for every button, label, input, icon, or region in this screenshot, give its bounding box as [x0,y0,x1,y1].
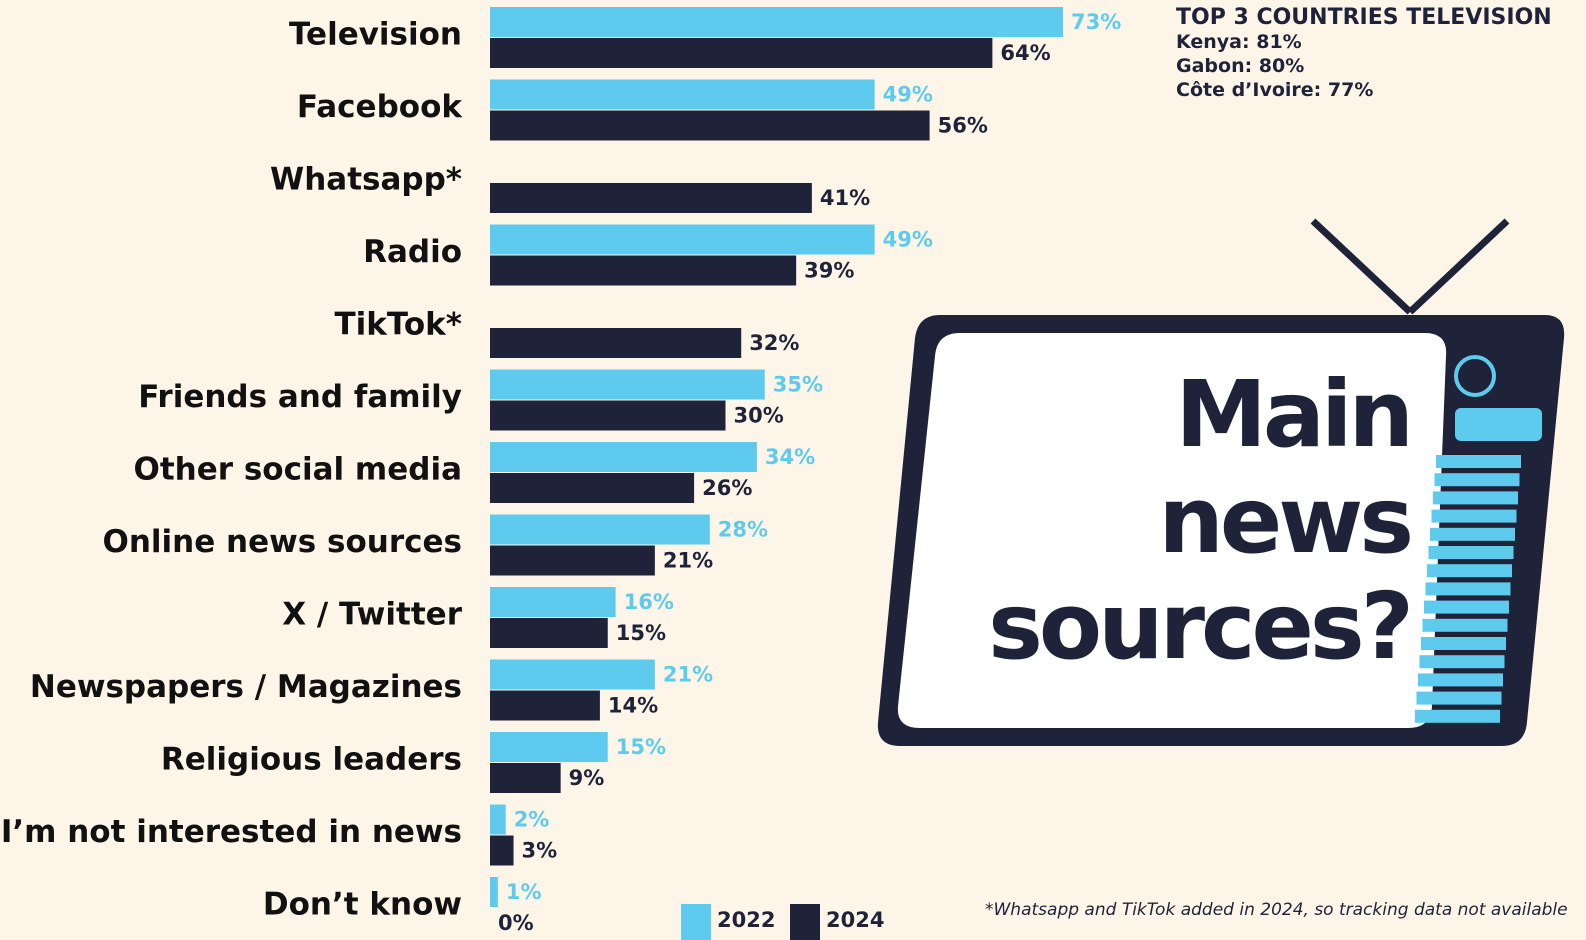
annotation-box: TOP 3 COUNTRIES TELEVISION Kenya: 81% Gabo… [1176,6,1552,102]
bar [490,79,875,110]
category-label: Other social media [134,452,463,488]
value-label: 21% [663,549,713,573]
bar [490,659,655,690]
value-label: 9% [569,766,605,790]
footnote: *Whatsapp and TikTok added in 2024, so t… [985,900,1568,920]
value-label: 3% [522,839,558,863]
bar [490,545,655,576]
value-label: 16% [624,590,674,614]
value-label: 41% [820,186,870,210]
tv-stripe [1415,709,1500,723]
value-label: 49% [883,228,933,252]
legend-swatch [790,904,820,940]
tv-stripe [1431,509,1517,523]
tv-stripe [1428,546,1514,559]
value-label: 64% [1000,41,1050,65]
chart-title: Main news sources? [988,361,1414,680]
bar [490,224,875,255]
tv-stripe [1427,564,1512,578]
bar [490,38,993,68]
tv-stripe [1418,673,1503,687]
bar [490,328,742,358]
category-label: Whatsapp* [270,162,462,198]
category-label: TikTok* [334,307,462,343]
annotation-line: Côte d’Ivoire: 77% [1176,79,1374,101]
tv-stripe [1422,618,1508,632]
category-label: I’m not interested in news [1,814,462,850]
tv-stripe [1436,455,1521,468]
value-label: 2% [514,808,550,832]
tv-illustration [877,218,1565,746]
tv-stripe [1424,600,1509,614]
bar [490,877,498,907]
value-label: 21% [663,663,713,687]
annotation-heading: TOP 3 COUNTRIES TELEVISION [1176,5,1552,30]
tv-stripe [1419,655,1505,669]
category-label: Television [289,17,462,53]
value-label: 15% [616,735,666,759]
bar [490,587,616,617]
tv-stripe [1425,582,1511,596]
value-label: 73% [1071,10,1121,34]
bar [490,732,608,762]
value-label: 35% [773,373,823,397]
category-label: Don’t know [263,887,462,923]
category-label: Radio [363,234,462,270]
value-label: 56% [938,114,988,138]
value-label: 32% [749,331,799,355]
category-label: Friends and family [138,379,462,415]
value-label: 49% [883,83,933,107]
value-label: 0% [498,911,534,935]
bar [490,514,710,545]
bar [490,442,757,472]
category-label: Newspapers / Magazines [30,669,462,705]
value-label: 34% [765,445,815,469]
bar [490,473,695,503]
legend-swatch [681,904,711,940]
bar [490,804,506,835]
category-label: X / Twitter [282,597,462,633]
bar [490,835,514,866]
tv-stripe [1416,691,1502,705]
value-label: 1% [506,880,542,904]
value-label: 28% [718,518,768,542]
bar [490,183,812,213]
bar [490,690,600,721]
tv-stripe [1433,491,1518,505]
bar [490,255,797,286]
bar [490,618,608,648]
value-label: 39% [804,259,854,283]
category-label: Religious leaders [161,742,462,778]
bar [490,110,930,141]
value-label: 26% [702,476,752,500]
legend-label: 2022 [717,908,775,932]
bar [490,400,726,431]
category-label: Facebook [297,89,463,125]
category-label: Online news sources [103,524,463,560]
tv-stripe [1421,637,1506,650]
bar [490,763,561,793]
annotation-line: Kenya: 81% [1176,31,1302,53]
bar [490,7,1064,37]
value-label: 15% [616,621,666,645]
value-label: 14% [608,694,658,718]
annotation-line: Gabon: 80% [1176,55,1305,77]
bar [490,369,765,400]
value-label: 30% [734,404,784,428]
tv-stripe [1434,473,1520,487]
tv-stripe [1430,527,1515,541]
legend-label: 2024 [826,908,884,932]
